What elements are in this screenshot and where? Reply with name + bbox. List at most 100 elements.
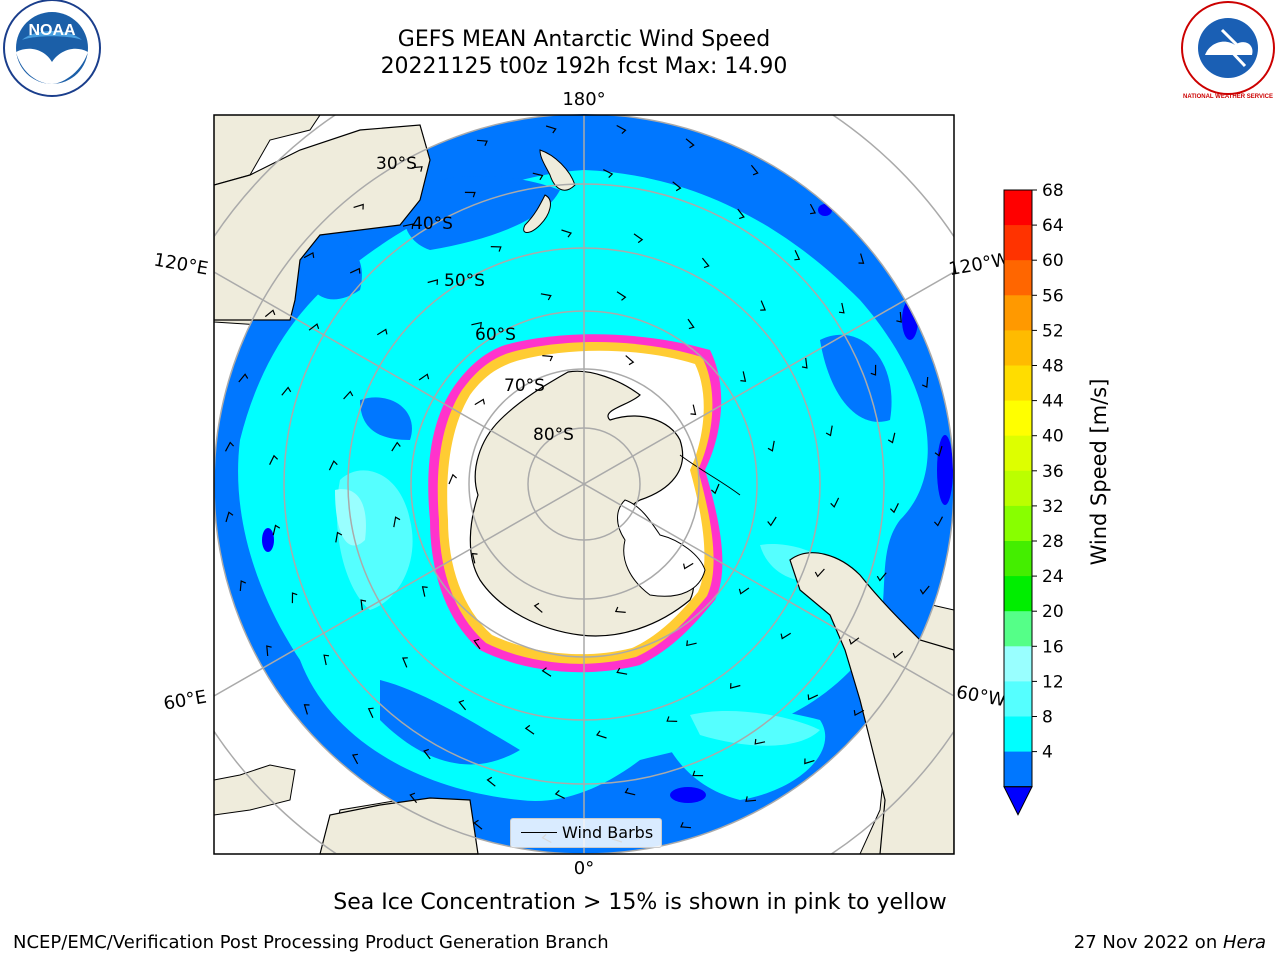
wind-barb [921,376,929,388]
colorbar-label: Wind Speed [m/s] [1087,379,1111,566]
colorbar: 68 64 60 56 52 48 44 40 36 32 28 24 20 16 12 8 4 [1003,181,1064,816]
colorbar-segment [1004,190,1032,226]
wind-barb [471,552,478,564]
wind-barb [919,585,930,595]
wind-barb [870,364,877,376]
wind-barb [476,139,488,147]
wind-barb [750,164,759,176]
antarctic-peninsula-edge [679,454,741,496]
wind-barb [848,637,860,645]
legend-label: Wind Barbs [562,823,654,842]
wind-barb [625,355,635,366]
wind-barb [351,753,359,765]
wind-barb [690,404,697,416]
wind-barb [266,645,272,657]
lat-label-40s: 40°S [412,214,453,234]
wind-barb [541,667,552,677]
colorbar-tick-label: 24 [1042,567,1064,587]
wind-barb [603,169,614,179]
wind-barb [272,524,281,536]
wind-barb [633,233,644,244]
wind-barb [239,580,247,592]
colorbar-tick-label: 48 [1042,357,1064,377]
noaa-logo-text: NOAA [28,22,76,39]
wind-barb [545,125,557,134]
wind-barb [807,694,819,701]
colorbar-tick-label: 8 [1042,708,1053,728]
wind-barb [738,587,750,595]
wind-barb [533,602,543,613]
colorbar-segment [1004,365,1032,402]
wind-barb [486,776,496,787]
wind-barb [561,229,572,238]
wind-barb [474,398,485,406]
colorbar-segment [1004,646,1032,682]
footer-date: 27 Nov 2022 on Hera [1074,932,1266,953]
wind-barb [303,704,310,715]
colorbar-outline [1003,189,1033,788]
wind-barb [391,441,401,452]
lat-label-80s: 80°S [533,425,574,445]
wind-barb [335,531,343,543]
wind-barb [729,683,741,689]
lon-label-180: 180° [562,89,605,110]
wind-barb [780,632,792,640]
colorbar-segment [1004,576,1032,612]
wind-barbs [224,124,944,844]
wind-barb [490,246,502,252]
wind-barb [402,657,408,668]
wind-barb [887,432,896,444]
colorbar-segment [1004,435,1032,472]
wind-barb [473,638,481,650]
wind-barb [934,445,943,457]
wind-barb [360,599,367,611]
wind-barb [349,267,361,274]
wind-barb [809,203,817,215]
wind-barb [427,279,439,285]
wind-barb [353,203,364,210]
colorbar-tick-label: 56 [1042,286,1064,306]
colorbar-tick-label: 12 [1042,672,1064,692]
wind-barb [376,328,388,336]
wind-barb [889,503,899,514]
footer-date-text: 27 Nov 2022 on [1073,932,1223,953]
wind-barb [858,253,865,264]
colorbar-segment [1004,716,1032,753]
colorbar-tick-label: 60 [1042,251,1064,271]
colorbar-segment [1004,295,1032,331]
colorbar-tick-label: 64 [1042,216,1064,236]
wind-barb [418,373,430,381]
wind-barb [264,309,276,318]
colorbar-tick-label: 4 [1042,743,1053,763]
wind-barb [767,440,775,452]
colorbar-segment [1004,330,1032,366]
graticule [214,115,954,854]
colorbar-segment [1004,505,1032,542]
new-zealand [523,149,576,233]
wind-barb [224,441,235,452]
wind-barb [666,716,678,722]
wind-barb [532,172,544,181]
wind-barb [687,318,695,330]
wind-barb [367,707,374,719]
wind-barb [238,373,249,383]
antarctic-ice-shelf [617,499,706,597]
sea-ice-caption: Sea Ice Concentration > 15% is shown in … [333,890,947,915]
wind-barb [421,586,428,597]
colorbar-min-extend [1003,786,1033,816]
lon-label-60w: 60°W [955,682,1008,711]
lon-label-120w: 120°W [947,249,1011,280]
wind-barb [269,454,279,465]
colorbar-segment [1004,225,1032,261]
colorbar-tick-label: 32 [1042,497,1064,517]
wind-barb [838,302,845,314]
wind-barb [471,321,482,328]
map-legend: Wind Barbs [510,818,662,848]
wind-barb [323,654,330,666]
nws-logo-text: NATIONAL WEATHER SERVICE [1183,94,1273,100]
wind-barb [343,390,354,400]
wind-barb [225,511,234,523]
wind-barb [328,460,338,471]
wind-barb [825,425,833,437]
wind-barb [540,293,552,301]
